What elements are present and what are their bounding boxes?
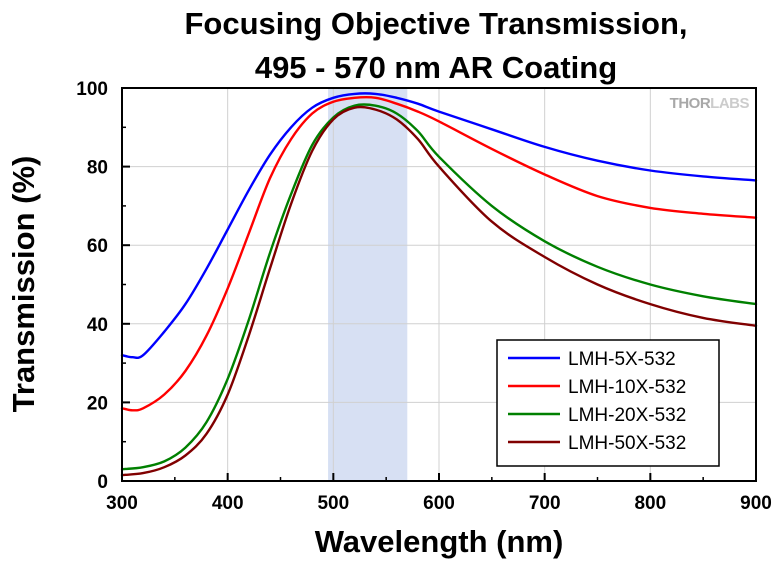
- watermark-part-2: LABS: [710, 95, 749, 112]
- y-tick-label: 40: [87, 315, 108, 336]
- series-line-lmh-20x-532: [120, 103, 758, 471]
- x-tick-label: 800: [634, 493, 666, 514]
- series-line-lmh-50x-532: [120, 105, 758, 477]
- x-tick-label: 900: [740, 493, 772, 514]
- legend-label: LMH-10X-532: [568, 377, 686, 398]
- y-tick-label: 0: [97, 472, 108, 493]
- legend-label: LMH-20X-532: [568, 405, 686, 426]
- x-tick-label: 700: [529, 493, 561, 514]
- x-axis-label: Wavelength (nm): [315, 524, 564, 559]
- x-tick-label: 600: [423, 493, 455, 514]
- series-lines: [120, 92, 758, 477]
- x-tick-label: 400: [212, 493, 244, 514]
- x-tick-label: 500: [317, 493, 349, 514]
- legend-label: LMH-5X-532: [568, 349, 676, 370]
- y-tick-label: 60: [87, 236, 108, 257]
- ar-coating-band: [328, 88, 408, 481]
- series-line-lmh-5x-532: [120, 92, 758, 360]
- thorlabs-watermark: THORLABS: [670, 95, 750, 112]
- legend: LMH-5X-532 LMH-10X-532 LMH-20X-532 LMH-50X-…: [496, 339, 720, 467]
- y-tick-label: 80: [87, 158, 108, 179]
- chart-title-line-1: Focusing Objective Transmission,: [184, 6, 687, 41]
- series-line-lmh-10x-532: [120, 96, 758, 412]
- y-tick-label: 100: [76, 79, 108, 100]
- y-axis-label: Transmission (%): [6, 156, 41, 413]
- legend-label: LMH-50X-532: [568, 433, 686, 454]
- x-tick-label: 300: [106, 493, 138, 514]
- legend-box: [496, 339, 720, 467]
- axis-ticks: 300 400 500 600 700 800 900 0 20 40 60 80 100: [76, 79, 772, 514]
- watermark-part-1: THOR: [670, 95, 711, 112]
- chart-title-line-2: 495 - 570 nm AR Coating: [255, 50, 617, 85]
- legend-items: LMH-5X-532 LMH-10X-532 LMH-20X-532 LMH-50X-…: [508, 349, 686, 454]
- y-tick-label: 20: [87, 393, 108, 414]
